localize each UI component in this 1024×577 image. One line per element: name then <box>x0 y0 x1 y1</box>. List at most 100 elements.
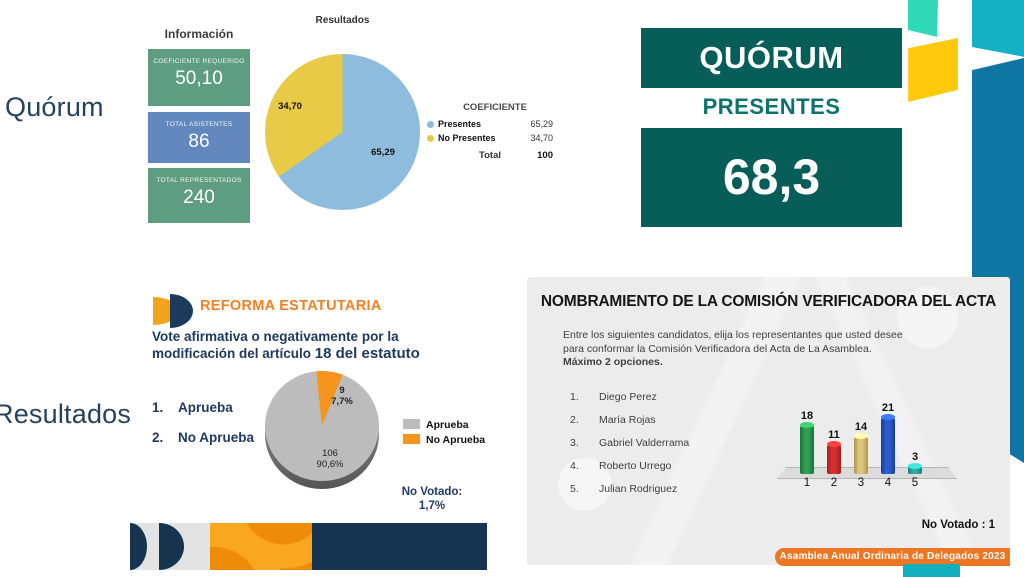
pie-slice-label-presentes: 65,29 <box>371 147 395 158</box>
comision-no-votado: No Votado : 1 <box>921 519 995 531</box>
legend-dot-icon <box>427 121 434 128</box>
candidate-row: 1. Diego Perez <box>570 391 657 403</box>
comision-intro: Entre los siguientes candidatos, elija l… <box>563 329 903 370</box>
legend-label: No Presentes <box>438 133 496 143</box>
ballot-option-label: Aprueba <box>178 400 233 415</box>
vote-bar-cap <box>908 463 922 469</box>
info-card-label: TOTAL ASISTENTES <box>165 121 233 128</box>
banner-navy-segment <box>312 523 487 570</box>
section-label-resultados: Resultados <box>0 399 132 429</box>
ballot-option-number: 1. <box>152 400 164 415</box>
info-card-label: COEFICIENTE REQUERIDO <box>153 58 245 65</box>
coeficiente-legend-title: COEFICIENTE <box>463 102 527 113</box>
aprueba-pct: 90,6% <box>316 459 344 470</box>
comision-card: NOMBRAMIENTO DE LA COMISIÓN VERIFICADORA… <box>527 277 1010 566</box>
vote-bar <box>908 463 922 474</box>
vote-bar-axis-label: 4 <box>884 477 892 489</box>
candidate-row: 5. Julian Rodriguez <box>570 483 677 495</box>
comision-intro-line1: Entre los siguientes candidatos, elija l… <box>563 329 903 341</box>
info-card-value: 86 <box>188 131 210 152</box>
no-aprueba-count: 9 <box>339 385 345 396</box>
ballot-option: 1. Aprueba <box>152 400 233 415</box>
legend-value: 34,70 <box>530 133 553 143</box>
vote-bar <box>854 433 868 474</box>
candidate-name: Diego Perez <box>599 391 657 403</box>
legend-value: 65,29 <box>530 119 553 129</box>
candidate-name: Julian Rodriguez <box>599 483 678 495</box>
vote-bar-axis-label: 1 <box>803 477 811 489</box>
decoration-cyan-shape <box>972 0 1024 57</box>
vote-bar-axis-label: 2 <box>830 477 838 489</box>
legend-label: Presentes <box>438 119 482 129</box>
aprueba-count: 106 <box>322 448 338 459</box>
comision-intro-line2: para conformar la Comisión Verificadora … <box>563 342 872 355</box>
quorum-presentes-label: PRESENTES <box>702 94 841 119</box>
info-card-value: 50,10 <box>175 68 223 89</box>
info-card: TOTAL ASISTENTES 86 <box>148 112 250 163</box>
reforma-legend-row: Aprueba <box>403 415 469 431</box>
banner-orange-segment <box>210 523 312 570</box>
info-card: TOTAL REPRESENTADOS 240 <box>148 168 250 223</box>
vote-bar-value: 18 <box>800 410 814 422</box>
vote-bar <box>881 414 895 474</box>
vote-bar-axis-label: 5 <box>911 477 919 489</box>
ballot-option-number: 2. <box>152 430 164 445</box>
candidate-row: 2. María Rojas <box>570 414 656 426</box>
vote-bar-value: 21 <box>881 402 895 414</box>
legend-label: Aprueba <box>426 419 469 431</box>
reforma-question-line2-prefix: modificación del artículo <box>152 346 315 361</box>
vote-bar-value: 14 <box>854 421 868 433</box>
candidate-number: 4. <box>570 460 579 472</box>
reforma-title: REFORMA ESTATUTARIA <box>200 298 382 314</box>
reforma-question-line1: Vote afirmativa o negativamente por la <box>152 329 399 344</box>
candidate-number: 1. <box>570 391 579 403</box>
candidate-row: 4. Roberto Urrego <box>570 460 671 472</box>
reforma-no-votado: No Votado: 1,7% <box>389 485 475 513</box>
reforma-pie-label-aprueba: 106 90,6% <box>308 448 352 470</box>
info-card: COEFICIENTE REQUERIDO 50,10 <box>148 49 250 106</box>
reforma-pie-label-no-aprueba: 9 7,7% <box>320 385 364 407</box>
candidate-number: 2. <box>570 414 579 426</box>
info-panel-title: Información <box>164 27 234 41</box>
comision-intro-line3: Máximo 2 opciones. <box>563 356 663 368</box>
candidate-name: María Rojas <box>599 414 656 426</box>
legend-row: Presentes 65,29 <box>427 119 553 131</box>
candidate-row: 3. Gabriel Valderrama <box>570 437 689 449</box>
ballot-option: 2. No Aprueba <box>152 430 254 445</box>
candidate-number: 5. <box>570 483 579 495</box>
reforma-question-line2: modificación del artículo 18 del estatut… <box>152 345 420 362</box>
vote-bar <box>800 422 814 474</box>
candidate-name: Roberto Urrego <box>599 460 672 472</box>
vote-bar-cap <box>827 441 841 447</box>
decoration-mint-shape <box>907 0 938 37</box>
info-cards: COEFICIENTE REQUERIDO 50,10 TOTAL ASISTENT… <box>148 0 250 240</box>
quorum-pie-title: Resultados <box>315 15 370 26</box>
section-label-quorum: Quórum <box>5 92 104 122</box>
decoration-teal-bar <box>903 564 960 577</box>
vote-bar-value: 3 <box>911 451 919 463</box>
reforma-no-votado-value: 1,7% <box>418 500 446 512</box>
legend-row: No Presentes 34,70 <box>427 133 553 145</box>
logo-crescent-navy-icon <box>170 294 193 328</box>
vote-bar-cap <box>854 433 868 439</box>
vote-bar-value: 11 <box>828 429 840 441</box>
comision-title: NOMBRAMIENTO DE LA COMISIÓN VERIFICADORA… <box>540 293 997 310</box>
candidate-name: Gabriel Valderrama <box>599 437 690 449</box>
reforma-pie-chart <box>265 371 379 481</box>
vote-bar-cap <box>800 422 814 428</box>
vote-bar-axis-label: 3 <box>857 477 865 489</box>
vote-bar-cap <box>881 414 895 420</box>
banner-crescent-icon <box>130 523 147 570</box>
decoration-yellow-shape <box>908 38 958 102</box>
legend-dot-icon <box>427 135 434 142</box>
coeficiente-total-value: 100 <box>537 150 553 161</box>
info-card-value: 240 <box>183 187 215 208</box>
candidate-number: 3. <box>570 437 579 449</box>
quorum-header-box: QUÓRUM <box>641 28 902 88</box>
coeficiente-total-label: Total <box>479 150 501 161</box>
reforma-question-line2-bold: 18 del estatuto <box>314 345 420 362</box>
ballot-option-label: No Aprueba <box>178 430 255 445</box>
no-aprueba-pct: 7,7% <box>331 396 353 407</box>
legend-swatch-icon <box>403 434 420 444</box>
